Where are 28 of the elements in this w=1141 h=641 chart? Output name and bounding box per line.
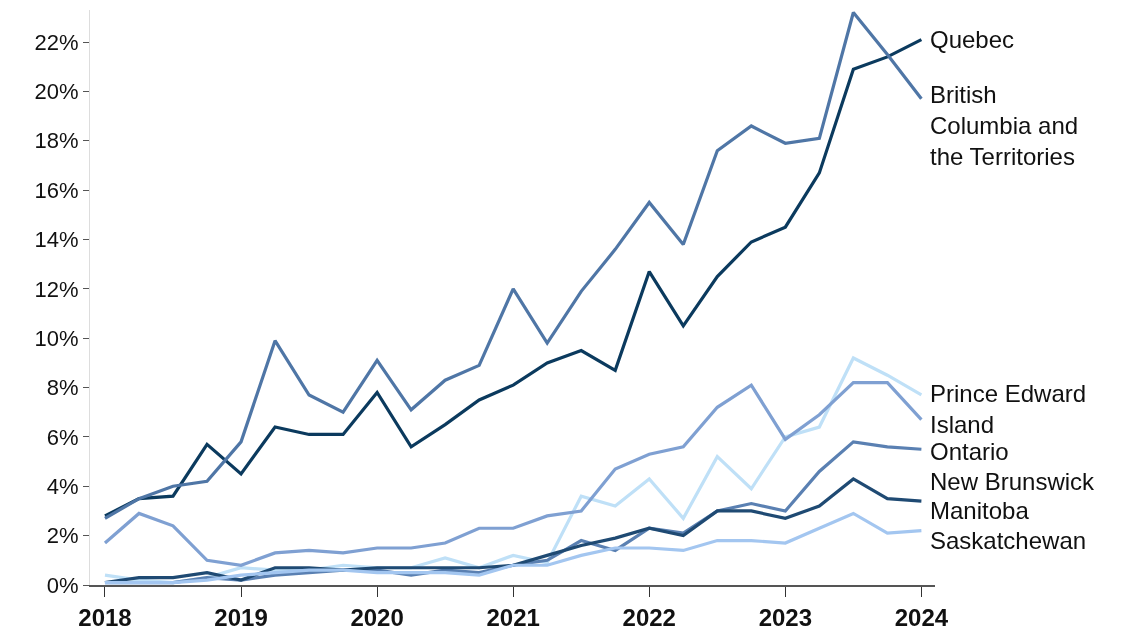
y-tick-label: 20% — [34, 79, 79, 105]
series-label: Prince Edward Island — [930, 380, 1087, 439]
series-label: Quebec — [930, 26, 1015, 53]
y-tick-label: 14% — [34, 227, 79, 253]
y-tick-label: 18% — [34, 128, 79, 154]
x-tick-label: 2019 — [214, 603, 268, 631]
x-tick-label: 2021 — [486, 603, 540, 631]
y-tick-label: 2% — [46, 523, 79, 549]
y-tick-label: 16% — [34, 177, 79, 203]
y-tick-label: 6% — [46, 424, 79, 450]
line-series — [103, 511, 923, 585]
line-series — [103, 381, 923, 567]
series-label: Saskatchewan — [930, 527, 1087, 554]
x-tick-label: 2018 — [78, 603, 132, 631]
x-tick-label: 2024 — [894, 603, 949, 631]
y-tick-label: 8% — [46, 375, 79, 401]
series-label: British Columbia and the Territories — [930, 81, 1079, 171]
x-tick-label: 2020 — [350, 603, 404, 631]
series-label: New Brunswick — [930, 468, 1096, 495]
x-tick-label: 2023 — [758, 603, 813, 631]
y-tick-label: 22% — [34, 29, 79, 55]
y-tick-label: 0% — [46, 572, 79, 598]
x-tick-label: 2022 — [622, 603, 676, 631]
y-tick-label: 10% — [34, 325, 79, 351]
y-tick-label: 12% — [34, 276, 79, 302]
series-label: Manitoba — [930, 497, 1030, 524]
y-tick-label: 4% — [46, 473, 79, 499]
series-label: Ontario — [930, 438, 1009, 465]
